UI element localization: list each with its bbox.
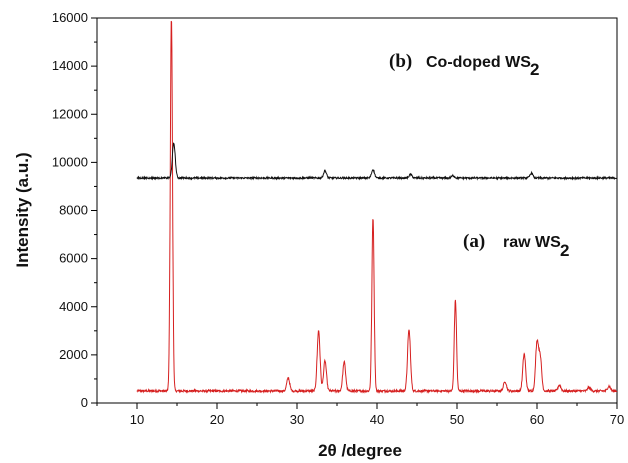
annotation-a-prefix: (a) xyxy=(463,231,485,252)
x-tick-label: 70 xyxy=(610,412,624,427)
y-tick-label: 8000 xyxy=(59,203,88,218)
series-line-raw-ws2 xyxy=(136,20,618,394)
x-tick-label: 50 xyxy=(450,412,464,427)
annotation-a-text: raw WS xyxy=(503,234,561,251)
x-tick-label: 60 xyxy=(530,412,544,427)
x-tick-label: 20 xyxy=(210,412,224,427)
y-tick-label: 0 xyxy=(81,395,88,410)
series-line-co-doped-ws2 xyxy=(136,142,618,181)
y-axis-ticks: 0 2000 4000 6000 8000 10000 12000 14000 16000 xyxy=(52,10,97,410)
annotation-b: (b) Co-doped WS 2 xyxy=(389,51,539,79)
y-tick-label: 10000 xyxy=(52,154,88,169)
x-tick-label: 30 xyxy=(290,412,304,427)
y-tick-label: 12000 xyxy=(52,106,88,121)
y-tick-label: 16000 xyxy=(52,10,88,25)
y-axis-title: Intensity (a.u.) xyxy=(13,152,32,267)
y-tick-label: 2000 xyxy=(59,347,88,362)
x-tick-label: 10 xyxy=(130,412,144,427)
x-axis-title: 2θ /degree xyxy=(318,441,402,460)
annotation-b-text: Co-doped WS xyxy=(426,54,531,71)
x-axis-ticks: 10 20 30 40 50 60 70 xyxy=(96,403,624,427)
annotation-a-subscript: 2 xyxy=(560,241,569,260)
y-tick-label: 4000 xyxy=(59,299,88,314)
annotation-a: (a) raw WS 2 xyxy=(463,231,569,260)
y-tick-label: 6000 xyxy=(59,251,88,266)
annotation-b-subscript: 2 xyxy=(530,60,539,79)
series-layer xyxy=(136,20,618,394)
y-tick-label: 14000 xyxy=(52,58,88,73)
x-tick-label: 40 xyxy=(370,412,384,427)
annotation-b-prefix: (b) xyxy=(389,51,412,72)
